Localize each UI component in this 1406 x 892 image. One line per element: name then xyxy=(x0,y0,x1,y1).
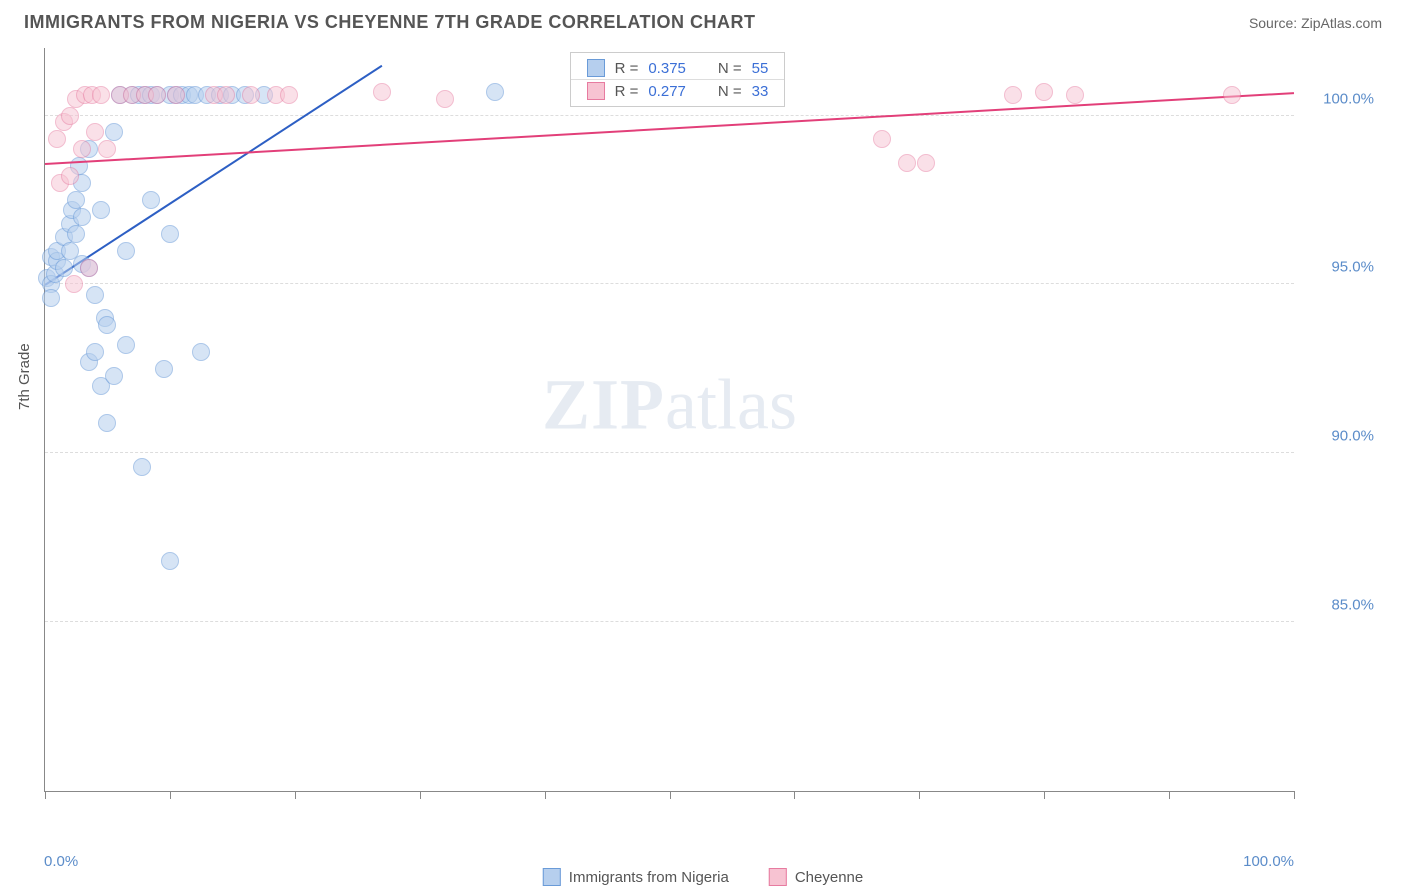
r-label: R = xyxy=(615,60,639,77)
data-point-nigeria xyxy=(192,343,210,361)
data-point-nigeria xyxy=(98,414,116,432)
source-attribution: Source: ZipAtlas.com xyxy=(1249,15,1382,31)
data-point-cheyenne xyxy=(1066,86,1084,104)
y-tick-label: 100.0% xyxy=(1304,90,1374,107)
r-legend-row-cheyenne: R = 0.277 N = 33 xyxy=(571,80,785,102)
r-legend-row-nigeria: R = 0.375 N = 55 xyxy=(571,57,785,80)
x-tick xyxy=(919,791,920,799)
legend-swatch-cheyenne xyxy=(587,82,605,100)
x-tick xyxy=(170,791,171,799)
data-point-cheyenne xyxy=(80,259,98,277)
data-point-nigeria xyxy=(161,225,179,243)
data-point-nigeria xyxy=(86,286,104,304)
data-point-cheyenne xyxy=(873,130,891,148)
x-tick xyxy=(1044,791,1045,799)
data-point-nigeria xyxy=(92,201,110,219)
source-prefix: Source: xyxy=(1249,15,1301,31)
gridline xyxy=(45,283,1294,284)
data-point-cheyenne xyxy=(73,140,91,158)
data-point-nigeria xyxy=(105,123,123,141)
data-point-nigeria xyxy=(142,191,160,209)
y-axis-title: 7th Grade xyxy=(16,343,33,410)
x-tick xyxy=(545,791,546,799)
legend-item-nigeria: Immigrants from Nigeria xyxy=(543,868,729,886)
legend-label-nigeria: Immigrants from Nigeria xyxy=(569,869,729,886)
data-point-nigeria xyxy=(98,316,116,334)
legend-swatch-cheyenne xyxy=(769,868,787,886)
legend-item-cheyenne: Cheyenne xyxy=(769,868,863,886)
data-point-cheyenne xyxy=(373,83,391,101)
r-value-cheyenne: 0.277 xyxy=(648,83,686,100)
n-value-cheyenne: 33 xyxy=(752,83,769,100)
y-tick-label: 90.0% xyxy=(1304,428,1374,445)
x-axis-max-label: 100.0% xyxy=(1243,853,1294,870)
data-point-nigeria xyxy=(161,552,179,570)
data-point-nigeria xyxy=(67,225,85,243)
data-point-cheyenne xyxy=(61,167,79,185)
legend-swatch-nigeria xyxy=(543,868,561,886)
chart-title: IMMIGRANTS FROM NIGERIA VS CHEYENNE 7TH … xyxy=(24,12,756,33)
r-value-nigeria: 0.375 xyxy=(648,60,686,77)
x-tick xyxy=(420,791,421,799)
x-tick xyxy=(794,791,795,799)
data-point-nigeria xyxy=(86,343,104,361)
data-point-nigeria xyxy=(105,367,123,385)
x-tick xyxy=(45,791,46,799)
data-point-nigeria xyxy=(55,259,73,277)
x-axis-min-label: 0.0% xyxy=(44,853,78,870)
data-point-cheyenne xyxy=(898,154,916,172)
x-tick xyxy=(670,791,671,799)
y-tick-label: 85.0% xyxy=(1304,597,1374,614)
data-point-nigeria xyxy=(117,242,135,260)
data-point-nigeria xyxy=(67,191,85,209)
data-point-cheyenne xyxy=(65,275,83,293)
data-point-nigeria xyxy=(155,360,173,378)
data-point-cheyenne xyxy=(280,86,298,104)
data-point-cheyenne xyxy=(61,107,79,125)
data-point-cheyenne xyxy=(86,123,104,141)
y-tick-label: 95.0% xyxy=(1304,259,1374,276)
data-point-cheyenne xyxy=(98,140,116,158)
data-point-cheyenne xyxy=(1004,86,1022,104)
data-point-cheyenne xyxy=(167,86,185,104)
data-point-cheyenne xyxy=(436,90,454,108)
legend-label-cheyenne: Cheyenne xyxy=(795,869,863,886)
source-name: ZipAtlas.com xyxy=(1301,15,1382,31)
data-point-nigeria xyxy=(133,458,151,476)
data-point-cheyenne xyxy=(148,86,166,104)
x-tick xyxy=(295,791,296,799)
chart-area: 7th Grade ZIPatlas R = 0.375N = 55R = 0.… xyxy=(44,48,1382,832)
correlation-legend: R = 0.375 N = 55 R = 0.277 N = 33 xyxy=(570,52,786,107)
data-point-cheyenne xyxy=(92,86,110,104)
r-label: R = xyxy=(615,83,639,100)
data-point-nigeria xyxy=(486,83,504,101)
data-point-nigeria xyxy=(42,289,60,307)
n-value-nigeria: 55 xyxy=(752,60,769,77)
watermark: ZIPatlas xyxy=(542,363,797,446)
data-point-cheyenne xyxy=(48,130,66,148)
data-point-cheyenne xyxy=(242,86,260,104)
gridline xyxy=(45,452,1294,453)
x-tick xyxy=(1169,791,1170,799)
data-point-nigeria xyxy=(117,336,135,354)
n-label: N = xyxy=(718,60,742,77)
gridline xyxy=(45,115,1294,116)
data-point-cheyenne xyxy=(1035,83,1053,101)
series-legend: Immigrants from Nigeria Cheyenne xyxy=(543,868,863,886)
plot-region: ZIPatlas R = 0.375N = 55R = 0.277N = 33 … xyxy=(44,48,1294,792)
data-point-cheyenne xyxy=(217,86,235,104)
data-point-nigeria xyxy=(73,208,91,226)
n-label: N = xyxy=(718,83,742,100)
x-tick xyxy=(1294,791,1295,799)
data-point-cheyenne xyxy=(917,154,935,172)
gridline xyxy=(45,621,1294,622)
legend-swatch-nigeria xyxy=(587,59,605,77)
data-point-cheyenne xyxy=(1223,86,1241,104)
